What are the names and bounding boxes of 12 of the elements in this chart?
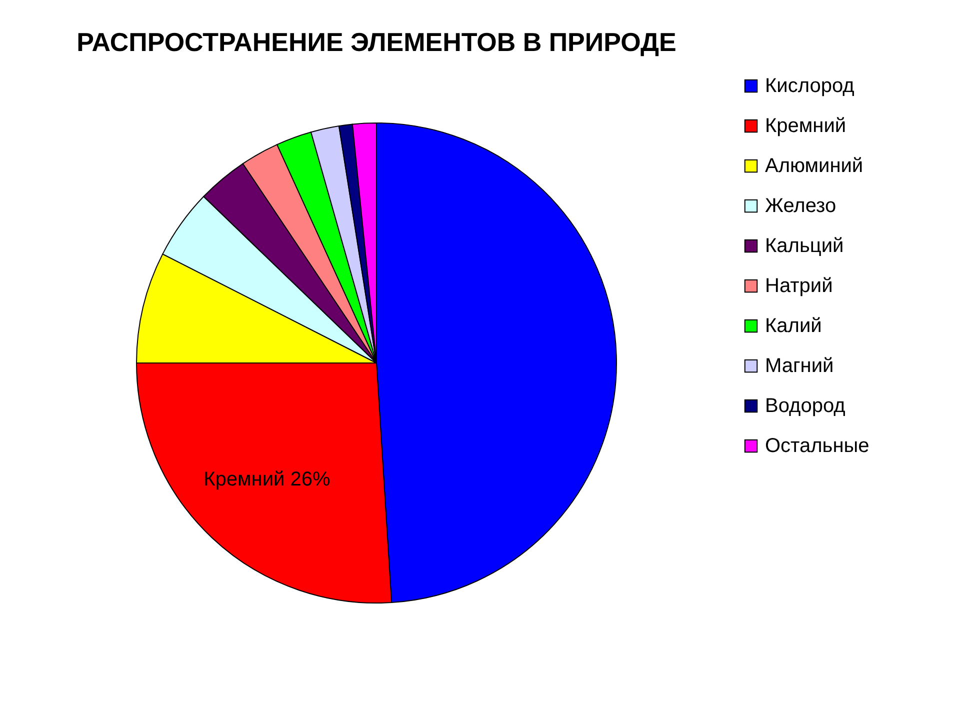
legend-label: Водород (765, 395, 846, 417)
data-label: Кремний 26% (204, 468, 330, 491)
legend-label: Кислород (765, 75, 855, 97)
legend-label: Алюминий (765, 155, 864, 177)
legend-label: Железо (765, 195, 836, 217)
chart-title: РАСПРОСТРАНЕНИЕ ЭЛЕМЕНТОВ В ПРИРОДЕ (76, 27, 676, 57)
legend-label: Магний (765, 355, 834, 377)
legend-label: Натрий (765, 275, 833, 297)
legend-label: Остальные (765, 435, 870, 457)
legend-label: Кальций (765, 235, 844, 257)
legend-label: Кремний (765, 115, 846, 137)
legend-label: Калий (765, 315, 822, 337)
